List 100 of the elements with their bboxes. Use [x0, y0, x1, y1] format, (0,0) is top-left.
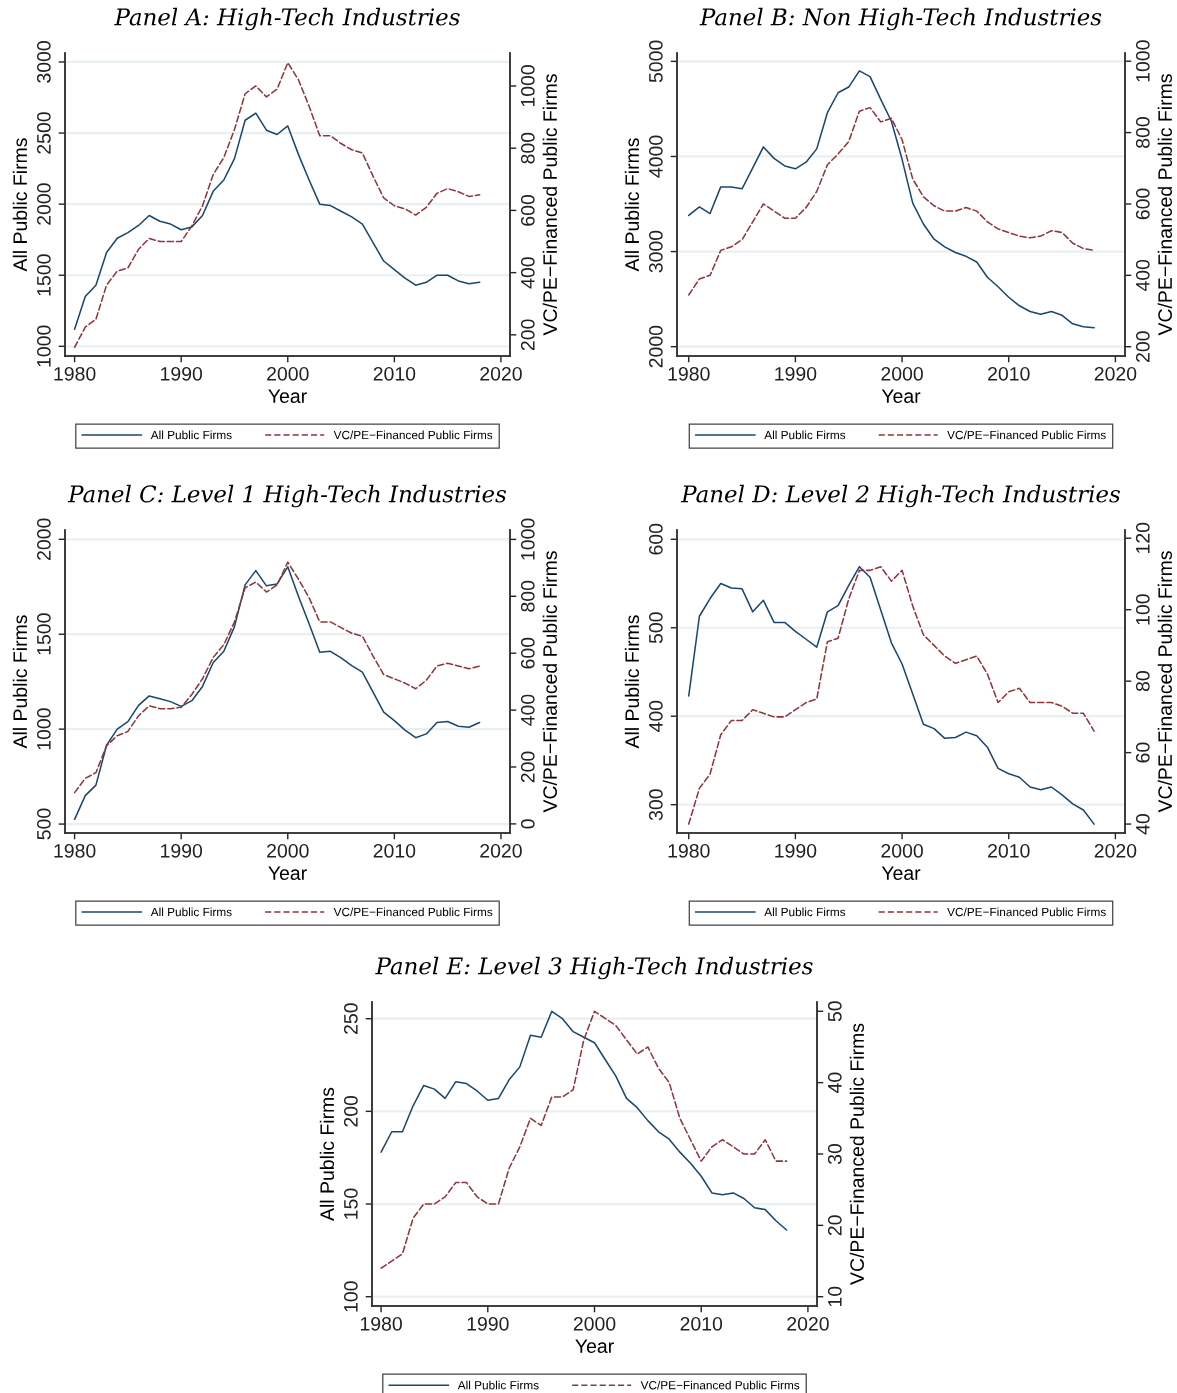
- x-tick-label: 2010: [988, 843, 1030, 858]
- y2-tick-label: 10: [827, 1286, 842, 1307]
- y-tick-label: 300: [648, 789, 663, 821]
- line-series: [687, 565, 1095, 825]
- legend-label: All Public Firms: [150, 430, 232, 440]
- x-tick-label: 1990: [775, 843, 817, 858]
- line-series: [73, 112, 481, 331]
- x-tick-label: 1990: [467, 1316, 509, 1331]
- y2-tick-label: 80: [1135, 671, 1150, 692]
- y-tick-label: 1500: [36, 613, 51, 655]
- x-tick-label: 1980: [668, 366, 710, 381]
- y-tick-label: 100: [343, 1281, 358, 1312]
- x-tick-label: 2000: [267, 366, 309, 381]
- x-tick-label: 2000: [881, 366, 923, 381]
- y2-axis-title: VC/PE−Financed Public Firms: [1157, 551, 1172, 813]
- y-axis-title: All Public Firms: [319, 1087, 335, 1221]
- x-tick-label: 1980: [360, 1316, 402, 1331]
- y-tick-label: 500: [36, 808, 51, 840]
- x-tick-label: 2010: [373, 366, 416, 381]
- y2-tick-label: 50: [827, 1001, 842, 1022]
- y-axis-title: All Public Firms: [12, 138, 28, 272]
- y-tick-label: 150: [343, 1188, 358, 1219]
- y2-axis-title: VC/PE−Financed Public Firms: [849, 1023, 864, 1285]
- y2-tick-label: 200: [1135, 331, 1150, 362]
- chart-title: Panel A: High-Tech Industries: [114, 7, 460, 31]
- x-tick-label: 2010: [373, 843, 416, 858]
- legend-label: VC/PE−Financed Public Firms: [947, 430, 1106, 440]
- y2-axis-title: VC/PE−Financed Public Firms: [542, 74, 557, 336]
- y2-tick-label: 1000: [520, 65, 535, 107]
- y-tick-label: 1000: [36, 708, 51, 750]
- y2-tick-label: 200: [520, 319, 535, 351]
- y-axis-title: All Public Firms: [624, 615, 640, 749]
- x-axis-title: Year: [881, 389, 921, 403]
- y-tick-label: 4000: [648, 135, 663, 178]
- chart-title: Panel C: Level 1 High-Tech Industries: [67, 484, 507, 508]
- y2-tick-label: 1000: [520, 518, 535, 560]
- x-axis-title: Year: [881, 866, 921, 880]
- y-tick-label: 2000: [36, 183, 51, 225]
- y-tick-label: 1000: [36, 325, 51, 367]
- y-tick-label: 400: [648, 700, 663, 732]
- x-tick-label: 2020: [480, 366, 522, 381]
- x-axis-title: Year: [268, 866, 307, 880]
- x-axis-title: Year: [575, 1339, 614, 1353]
- x-tick-label: 1990: [161, 843, 203, 858]
- legend-label: VC/PE−Financed Public Firms: [333, 430, 493, 440]
- y2-tick-label: 400: [520, 257, 535, 289]
- x-tick-label: 2000: [267, 843, 309, 858]
- y-axis-title: All Public Firms: [12, 615, 28, 749]
- legend-label: VC/PE−Financed Public Firms: [640, 1380, 800, 1390]
- x-tick-label: 2010: [988, 366, 1030, 381]
- y-tick-label: 1500: [36, 254, 51, 296]
- x-tick-label: 2020: [1094, 843, 1137, 858]
- x-tick-label: 2020: [787, 1316, 829, 1331]
- y2-tick-label: 200: [520, 751, 535, 783]
- y-tick-label: 2000: [36, 518, 51, 560]
- y2-tick-label: 800: [520, 580, 535, 612]
- x-tick-label: 1980: [54, 366, 96, 381]
- x-tick-label: 1990: [161, 366, 203, 381]
- x-tick-label: 2010: [680, 1316, 723, 1331]
- y2-tick-label: 40: [827, 1072, 842, 1093]
- y-tick-label: 600: [648, 523, 663, 555]
- y2-tick-label: 400: [1135, 259, 1150, 292]
- chart-title: Panel E: Level 3 High-Tech Industries: [375, 956, 813, 980]
- legend-label: All Public Firms: [764, 430, 846, 440]
- line-series: [687, 106, 1095, 296]
- y2-tick-label: 0: [520, 819, 535, 829]
- legend-label: VC/PE−Financed Public Firms: [333, 907, 493, 917]
- x-tick-label: 2020: [480, 843, 522, 858]
- y-tick-label: 3000: [648, 230, 663, 273]
- x-axis-title: Year: [268, 389, 307, 403]
- legend-label: All Public Firms: [150, 907, 232, 917]
- y2-tick-label: 600: [1135, 188, 1150, 220]
- x-tick-label: 1980: [668, 843, 710, 858]
- y2-tick-label: 800: [1135, 117, 1150, 148]
- y-axis-title: All Public Firms: [624, 138, 640, 272]
- y2-tick-label: 20: [827, 1215, 842, 1236]
- legend-label: All Public Firms: [764, 907, 846, 917]
- y-tick-label: 5000: [648, 40, 663, 83]
- x-tick-label: 1990: [775, 366, 817, 381]
- x-tick-label: 2000: [881, 843, 923, 858]
- y2-tick-label: 40: [1135, 814, 1150, 835]
- y2-tick-label: 800: [520, 132, 535, 164]
- y2-tick-label: 100: [1135, 594, 1150, 625]
- line-series: [687, 70, 1095, 329]
- chart-title: Panel B: Non High-Tech Industries: [699, 7, 1102, 31]
- legend-label: All Public Firms: [457, 1380, 539, 1390]
- x-tick-label: 1980: [54, 843, 96, 858]
- line-series: [73, 61, 481, 349]
- y2-tick-label: 120: [1135, 522, 1150, 553]
- y2-tick-label: 60: [1135, 742, 1150, 763]
- y2-axis-title: VC/PE−Financed Public Firms: [542, 551, 557, 813]
- chart-title: Panel D: Level 2 High-Tech Industries: [680, 484, 1120, 508]
- x-tick-label: 2020: [1094, 366, 1137, 381]
- y2-tick-label: 30: [827, 1143, 842, 1165]
- y-tick-label: 200: [343, 1095, 358, 1127]
- y2-axis-title: VC/PE−Financed Public Firms: [1157, 74, 1172, 336]
- y2-tick-label: 600: [520, 194, 535, 226]
- y-tick-label: 500: [648, 612, 663, 644]
- y-tick-label: 2500: [36, 112, 51, 154]
- y-tick-label: 3000: [36, 41, 51, 83]
